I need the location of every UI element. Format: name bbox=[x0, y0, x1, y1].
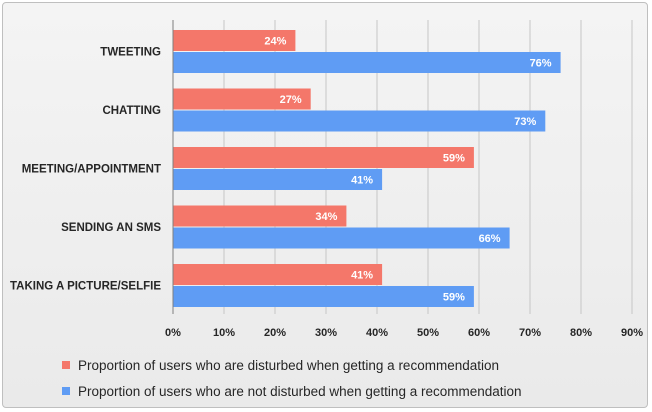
bar-value-label: 34% bbox=[315, 211, 337, 223]
bar-not-disturbed bbox=[173, 227, 510, 249]
legend-item-not-disturbed: Proportion of users who are not disturbe… bbox=[62, 378, 522, 404]
x-tick-label: 70% bbox=[519, 327, 541, 339]
category-labels: TWEETING CHATTING MEETING/APPOINTMENT SENDI… bbox=[10, 47, 161, 293]
bar-disturbed bbox=[173, 147, 474, 168]
legend-swatch-not-disturbed bbox=[62, 387, 70, 395]
legend-label-disturbed: Proportion of users who are disturbed wh… bbox=[78, 357, 499, 373]
bar-value-label: 66% bbox=[479, 233, 501, 245]
x-tick-label: 10% bbox=[213, 327, 235, 339]
x-tick-label: 0% bbox=[165, 327, 181, 339]
bar-not-disturbed bbox=[173, 110, 546, 132]
x-tick-label: 60% bbox=[468, 327, 490, 339]
x-tick-label: 80% bbox=[570, 327, 592, 339]
bar-disturbed bbox=[173, 205, 347, 227]
legend-swatch-disturbed bbox=[62, 361, 70, 369]
bar-value-label: 59% bbox=[443, 153, 465, 165]
bar-value-label: 73% bbox=[514, 116, 536, 128]
legend-item-disturbed: Proportion of users who are disturbed wh… bbox=[62, 352, 522, 378]
bar-disturbed bbox=[173, 30, 296, 51]
category-label: SENDING AN SMS bbox=[61, 222, 161, 234]
bar-disturbed bbox=[173, 264, 383, 285]
bar-value-label: 27% bbox=[280, 94, 302, 106]
bar-value-label: 41% bbox=[351, 175, 373, 187]
bar-not-disturbed bbox=[173, 169, 383, 190]
category-label: CHATTING bbox=[102, 105, 161, 117]
bar-not-disturbed bbox=[173, 286, 474, 307]
x-tick-label: 20% bbox=[264, 327, 286, 339]
bar-value-label: 59% bbox=[443, 292, 465, 304]
x-tick-label: 90% bbox=[621, 327, 643, 339]
bar-not-disturbed bbox=[173, 52, 561, 73]
x-tick-label: 30% bbox=[315, 327, 337, 339]
bar-value-label: 24% bbox=[264, 36, 286, 48]
legend-label-not-disturbed: Proportion of users who are not disturbe… bbox=[78, 383, 522, 399]
x-tick-label: 50% bbox=[417, 327, 439, 339]
category-label: MEETING/APPOINTMENT bbox=[22, 164, 161, 176]
x-tick-labels: 0% 10% 20% 30% 40% 50% 60% 70% 80% 90% bbox=[165, 327, 643, 339]
category-label: TAKING A PICTURE/SELFIE bbox=[10, 281, 161, 293]
bar-value-label: 41% bbox=[351, 270, 373, 282]
category-label: TWEETING bbox=[100, 47, 161, 59]
x-tick-label: 40% bbox=[366, 327, 388, 339]
bar-value-label: 76% bbox=[530, 58, 552, 70]
bars: 24% 76% 27% 73% 59% 41% 34% 66% 41% 59% bbox=[173, 30, 561, 307]
bar-disturbed bbox=[173, 88, 311, 110]
legend: Proportion of users who are disturbed wh… bbox=[62, 352, 522, 404]
